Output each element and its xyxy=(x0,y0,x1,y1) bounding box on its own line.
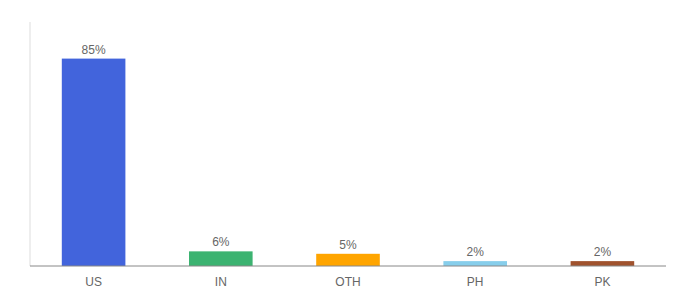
chart-svg: 85% 6% 5% 2% 2% US IN OTH PH PK xyxy=(0,0,680,300)
chart-container: 85% 6% 5% 2% 2% US IN OTH PH PK xyxy=(0,0,680,300)
x-axis-line xyxy=(30,266,666,267)
y-axis-line xyxy=(30,22,31,266)
data-label: 6% xyxy=(212,235,230,249)
x-tick-label: US xyxy=(85,275,102,289)
x-tick-label: IN xyxy=(215,275,227,289)
bar xyxy=(189,251,253,266)
x-tick-label: PH xyxy=(467,275,484,289)
bar xyxy=(443,261,507,266)
data-label: 5% xyxy=(339,238,357,252)
data-labels: 85% 6% 5% 2% 2% xyxy=(82,43,612,260)
bar xyxy=(316,254,380,266)
bar xyxy=(62,59,126,266)
data-label: 2% xyxy=(594,245,612,259)
data-label: 2% xyxy=(467,245,485,259)
x-tick-label: OTH xyxy=(335,275,360,289)
bars xyxy=(62,59,634,266)
data-label: 85% xyxy=(82,43,106,57)
bar xyxy=(571,261,635,266)
x-tick-label: PK xyxy=(594,275,610,289)
